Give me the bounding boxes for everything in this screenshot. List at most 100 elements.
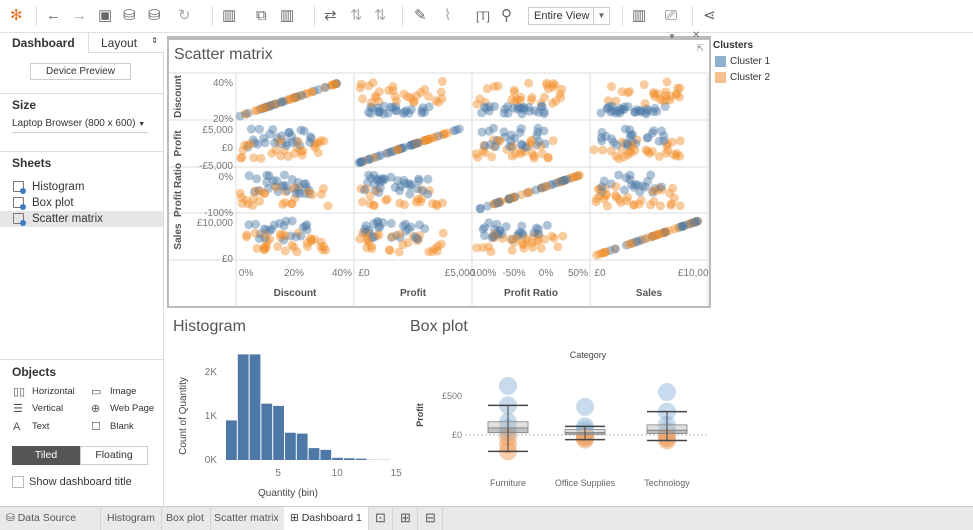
scatter-point-cluster-2 [419,136,429,146]
tab-scatter-matrix[interactable]: Scatter matrix [208,507,286,530]
sheet-box-plot[interactable]: Box plot [0,195,163,211]
show-title-checkbox[interactable] [12,476,24,488]
scatter-point-cluster-1 [395,144,405,154]
legend-item-cluster-1[interactable]: Cluster 1 [715,56,770,67]
scatter-point-cluster-1 [358,156,368,166]
attach-icon[interactable]: ⌇ [444,7,452,24]
scatter-point-cluster-2 [261,240,271,250]
tab-data-source[interactable]: ⛁ Data Source [0,507,101,530]
scatter-point-cluster-2 [659,227,669,237]
object-text[interactable]: A Text [13,421,50,433]
scatter-point-cluster-1 [259,224,269,234]
scatter-point-cluster-2 [303,242,313,252]
panel-menu-icon[interactable]: ▼ [668,32,676,41]
x-tick-label: 15 [391,468,403,479]
scatter-point-cluster-2 [602,201,612,211]
scatter-point-cluster-1 [299,179,309,189]
scatter-point-cluster-2 [658,96,668,106]
sort-desc-icon[interactable]: ⇅ [374,7,387,24]
object-blank[interactable]: ☐ Blank [91,421,134,433]
scatter-point-cluster-1 [647,231,657,241]
scatter-point-cluster-1 [279,96,289,106]
scatter-point-cluster-2 [489,135,499,145]
new-datasource-icon[interactable]: ⛁ [123,7,136,24]
swap-icon[interactable]: ⇄ [324,7,337,24]
new-worksheet-tab-button[interactable]: ⊡ [369,507,393,530]
legend-item-cluster-2[interactable]: Cluster 2 [715,72,770,83]
dashboard-icon: ⊞ [290,512,302,524]
pause-icon[interactable]: ⛁ [148,7,161,24]
toolbar: ✻ ← → ▣ ⛁ ⛁ ↻ ▥ ⧉ ▥ ⇄ ⇅ ⇅ ✎ ⌇ [T] ⚲ Enti… [0,0,973,33]
highlight-icon[interactable]: ✎ [414,7,427,24]
scatter-point-cluster-1 [412,184,422,194]
duplicate-icon[interactable]: ⧉ [256,7,267,24]
save-icon[interactable]: ▣ [98,7,113,24]
scatter-point-cluster-2 [291,92,301,102]
device-preview-button[interactable]: Device Preview [30,63,131,80]
scatter-point-cluster-1 [403,224,413,234]
forward-icon[interactable]: → [72,7,87,24]
tab-dashboard[interactable]: Dashboard [12,36,75,50]
scatter-point-cluster-2 [358,94,368,104]
scatter-point-cluster-1 [517,140,527,150]
presentation-icon[interactable]: ⎚ [665,7,678,24]
close-icon[interactable]: ✕ [692,30,701,41]
y-tick-label: -£5,000 [199,161,233,172]
tab-dashboard-1[interactable]: ⊞ Dashboard 1 [284,507,369,530]
new-worksheet-icon[interactable]: ▥ [222,7,237,24]
scatter-point-cluster-1 [356,157,366,167]
sheet-scatter-matrix[interactable]: Scatter matrix [0,211,163,227]
scatter-point-cluster-2 [675,151,685,161]
scatter-point-cluster-1 [659,131,669,141]
scatter-point-cluster-1 [296,231,306,241]
show-me-icon[interactable]: ▥ [632,7,647,24]
scatter-point-cluster-1 [621,240,631,250]
scatter-point-cluster-1 [413,234,423,244]
scatter-point-cluster-2 [427,199,437,209]
scatter-point-cluster-2 [597,248,607,258]
tableau-logo-icon[interactable]: ✻ [10,7,23,24]
scatter-point-cluster-1 [484,106,494,116]
scatter-point-cluster-1 [489,232,499,242]
scatter-point-cluster-2 [431,132,441,142]
scatter-point-cluster-1 [291,232,301,242]
share-icon[interactable]: ⋖ [703,7,716,24]
scatter-point-cluster-2 [384,85,394,95]
external-link-icon[interactable]: ⇱ [696,43,704,53]
new-dashboard-tab-button[interactable]: ⊞ [394,507,418,530]
scatter-point-cluster-1 [500,104,510,114]
sort-asc-icon[interactable]: ⇅ [350,7,363,24]
scatter-point-cluster-2 [543,152,553,162]
scatter-point-cluster-1 [480,231,490,241]
pin-icon[interactable]: ⚲ [501,7,512,24]
scatter-point-cluster-2 [367,244,377,254]
floating-button[interactable]: Floating [80,446,148,465]
size-select[interactable]: Laptop Browser (800 x 600) ▼ [12,118,148,133]
scatter-matrix-panel[interactable]: Scatter matrix ⇱ Discount 40% 20% 0% 20% 40% D… [167,36,711,308]
new-story-tab-button[interactable]: ⊟ [419,507,443,530]
object-horizontal[interactable]: ▯▯ Horizontal [13,386,75,398]
scatter-point-cluster-1 [305,137,315,147]
scatter-point-cluster-2 [406,93,416,103]
object-web-page[interactable]: ⊕ Web Page [91,403,155,415]
sheet-histogram[interactable]: Histogram [0,179,163,195]
scatter-point-cluster-2 [637,235,647,245]
scatter-point-cluster-1 [301,221,311,231]
tab-layout[interactable]: Layout ⇕ [88,33,164,53]
tiled-button[interactable]: Tiled [12,446,80,465]
tab-box-plot[interactable]: Box plot [160,507,211,530]
object-vertical[interactable]: ☰ Vertical [13,403,64,415]
back-icon[interactable]: ← [46,7,61,24]
object-image[interactable]: ▭ Image [91,386,137,398]
show-title-label: Show dashboard title [29,476,132,488]
refresh-icon[interactable]: ↻ [178,7,191,24]
scatter-point-cluster-2 [475,94,485,104]
scatter-point-cluster-1 [401,106,411,116]
scatter-point-cluster-1 [512,104,522,114]
label-icon[interactable]: [T] [476,9,490,23]
scatter-point-cluster-1 [398,221,408,231]
tab-histogram[interactable]: Histogram [101,507,162,530]
fit-view-select[interactable]: Entire View ▼ [528,7,610,25]
clear-icon[interactable]: ▥ [280,7,295,24]
scatter-point-cluster-1 [492,228,502,238]
